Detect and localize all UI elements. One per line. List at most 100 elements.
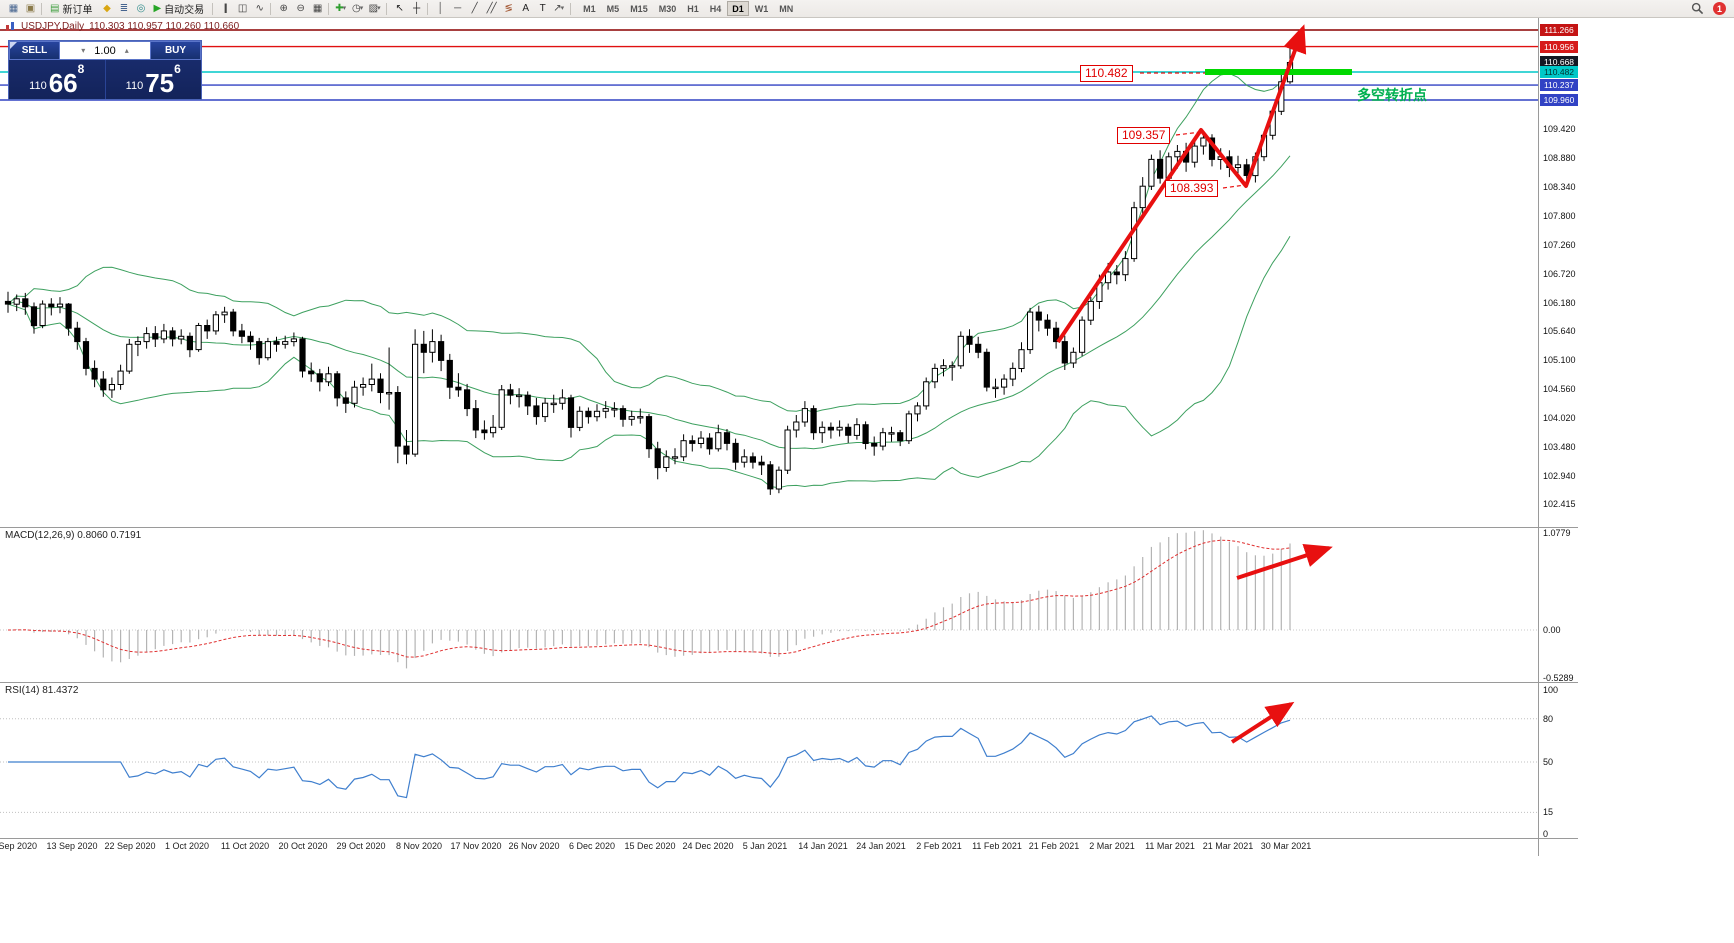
macd-arrow <box>1236 544 1333 580</box>
price-axis-label: 106.720 <box>1543 269 1576 279</box>
channel-icon[interactable]: ╱╱ <box>482 1 499 17</box>
templates-icon-glyph: ▨ <box>368 2 379 14</box>
periods-icon[interactable]: ◷ ▾ <box>349 1 366 17</box>
zoom-out-icon-glyph: ⊖ <box>296 2 305 14</box>
price-axis-label: 104.560 <box>1543 384 1576 394</box>
chart-symbol-period: USDJPY,Daily <box>21 21 85 32</box>
search-icon[interactable] <box>1689 1 1706 17</box>
bar-chart-icon[interactable]: ||| <box>216 1 233 17</box>
crosshair-icon[interactable]: ┼ <box>407 1 424 17</box>
chart-ohlc-values: 110.303 110.957 110.260 110.660 <box>89 21 240 32</box>
sell-price: 110 66 8 <box>9 60 106 99</box>
notifications-badge[interactable]: 1 <box>1713 2 1726 15</box>
trendline-icon[interactable]: ╱ <box>465 1 482 17</box>
toolbar-separator <box>270 2 272 15</box>
timeframe-toolbar: M1 M5 M15 M30 H1 H4 D1 W1 MN <box>578 1 798 16</box>
cursor-icon[interactable]: ↖ <box>390 1 407 17</box>
timeframe-w1-button[interactable]: W1 <box>754 4 769 14</box>
tile-windows-icon[interactable]: ▦ <box>308 1 325 17</box>
sell-button[interactable]: SELL <box>9 41 60 60</box>
panel-separator <box>0 838 1578 839</box>
line-chart-icon[interactable]: ∿ <box>250 1 267 17</box>
timeframe-m5-button[interactable]: M5 <box>606 4 620 14</box>
indicators-icon[interactable]: ✚ ▾ <box>332 1 349 17</box>
panel-separator[interactable] <box>0 682 1578 683</box>
new-order-glyph: ▤ <box>50 3 60 14</box>
timeframe-m15-button[interactable]: M15 <box>630 4 648 14</box>
market-watch-icon[interactable]: ≣ <box>114 1 131 17</box>
channel-icon-glyph: ╱╱ <box>486 2 497 14</box>
zoom-in-icon-glyph: ⊕ <box>279 2 288 14</box>
trendline-icon-glyph: ╱ <box>471 2 478 14</box>
horizontal-line-icon[interactable]: ─ <box>448 1 465 17</box>
rsi-scale-label: 50 <box>1543 757 1554 767</box>
panel-separator[interactable] <box>0 527 1578 528</box>
label-icon-glyph: T <box>539 2 546 14</box>
price-level-badge: 110.237 <box>1540 79 1578 91</box>
timeframe-m1-button[interactable]: M1 <box>583 4 596 14</box>
toolbar-right: 1 <box>1689 1 1730 17</box>
rsi-panel-svg[interactable] <box>0 682 1538 838</box>
price-level-badge: 109.960 <box>1540 94 1578 106</box>
macd-scale-label: -0.5289 <box>1543 673 1574 683</box>
navigator-icon[interactable]: ◎ <box>131 1 148 17</box>
autotrading-button[interactable]: ▶ 自动交易 <box>148 1 209 17</box>
new-order-button-label: 新订单 <box>62 5 93 16</box>
templates-icon[interactable]: ▨ ▾ <box>366 1 383 17</box>
volume-stepper[interactable]: ▾ 1.00 ▴ <box>60 41 150 60</box>
volume-increase-icon[interactable]: ▴ <box>124 46 129 55</box>
timeframe-h4-button[interactable]: H4 <box>709 4 722 14</box>
new-chart-icon[interactable]: ▦ <box>4 1 21 17</box>
text-icon-glyph: A <box>522 2 529 14</box>
price-level-badge: 110.956 <box>1540 41 1578 53</box>
tile-windows-icon-glyph: ▦ <box>312 2 323 14</box>
timeframe-h1-button[interactable]: H1 <box>687 4 699 14</box>
market-watch-icon-glyph: ≣ <box>119 2 129 14</box>
time-axis-label: 8 Nov 2020 <box>395 841 443 851</box>
navigator-icon-glyph: ◎ <box>136 2 146 14</box>
candlestick-chart-icon[interactable]: ◫ <box>233 1 250 17</box>
dropdown-caret-icon: ▾ <box>342 4 347 12</box>
zoom-in-icon[interactable]: ⊕ <box>274 1 291 17</box>
price-axis[interactable]: 109.420 108.880 108.340 107.800 107.260 106.7… <box>1538 0 1734 860</box>
arrows-tool-icon[interactable]: ↗ ▾ <box>550 1 567 17</box>
time-axis-label: 14 Jan 2021 <box>798 841 848 851</box>
zoom-out-icon[interactable]: ⊖ <box>291 1 308 17</box>
support-zone-bar <box>1205 69 1352 75</box>
pivot-annotation-label: 多空转折点 <box>1357 87 1427 103</box>
price-axis-label: 104.020 <box>1543 413 1576 423</box>
metaeditor-icon-glyph: ◆ <box>103 2 111 14</box>
toolbar-separator <box>570 2 572 15</box>
time-axis-label: 15 Dec 2020 <box>624 841 676 851</box>
profiles-icon[interactable]: ▣ <box>21 1 38 17</box>
label-icon[interactable]: T <box>533 1 550 17</box>
buy-button[interactable]: BUY <box>150 41 201 60</box>
new-order-button[interactable]: ▤ 新订单 <box>45 1 97 17</box>
timeframe-d1-button[interactable]: D1 <box>727 1 749 16</box>
volume-decrease-icon[interactable]: ▾ <box>81 46 86 55</box>
macd-panel-svg[interactable] <box>0 527 1538 682</box>
dropdown-caret-icon: ▾ <box>560 4 565 12</box>
fibonacci-icon[interactable]: ≶ <box>499 1 516 17</box>
vertical-line-icon[interactable]: │ <box>431 1 448 17</box>
periods-icon-glyph: ◷ <box>352 2 361 14</box>
timeframe-mn-button[interactable]: MN <box>779 4 794 14</box>
timeframe-m30-button[interactable]: M30 <box>658 4 677 14</box>
time-axis-label: 5 Jan 2021 <box>742 841 788 851</box>
metaeditor-icon[interactable]: ◆ <box>97 1 114 17</box>
price-axis-label: 109.420 <box>1543 124 1576 134</box>
price-level-badge: 110.482 <box>1540 66 1578 78</box>
rsi-scale-label: 15 <box>1543 807 1554 817</box>
time-axis[interactable]: 3 Sep 2020 13 Sep 2020 22 Sep 2020 1 Oct 20… <box>0 838 1560 856</box>
trend-arrow <box>1056 24 1307 344</box>
time-axis-label: 26 Nov 2020 <box>508 841 560 851</box>
text-icon[interactable]: A <box>516 1 533 17</box>
macd-scale-label: 0.00 <box>1543 625 1561 635</box>
price-axis-label: 102.415 <box>1543 499 1576 509</box>
toolbar-items: ▦ ▣ ▤ 新订单 ◆ ≣ ◎ ▶ 自动交易 ||| ◫ ∿ ⊕ ⊖ ▦ ✚ ▾ ◷ ▾ ▨ ▾ ↖ ┼ │ ─ ╱ ╱╱ ≶ A T ↗ ▾ <box>4 0 574 18</box>
price-axis-label: 102.940 <box>1543 471 1576 481</box>
price-chart-svg[interactable] <box>0 18 1538 527</box>
rsi-line <box>8 715 1291 799</box>
price-annotation: 109.357 <box>1117 127 1171 144</box>
bollinger-band-line <box>7 72 1291 413</box>
